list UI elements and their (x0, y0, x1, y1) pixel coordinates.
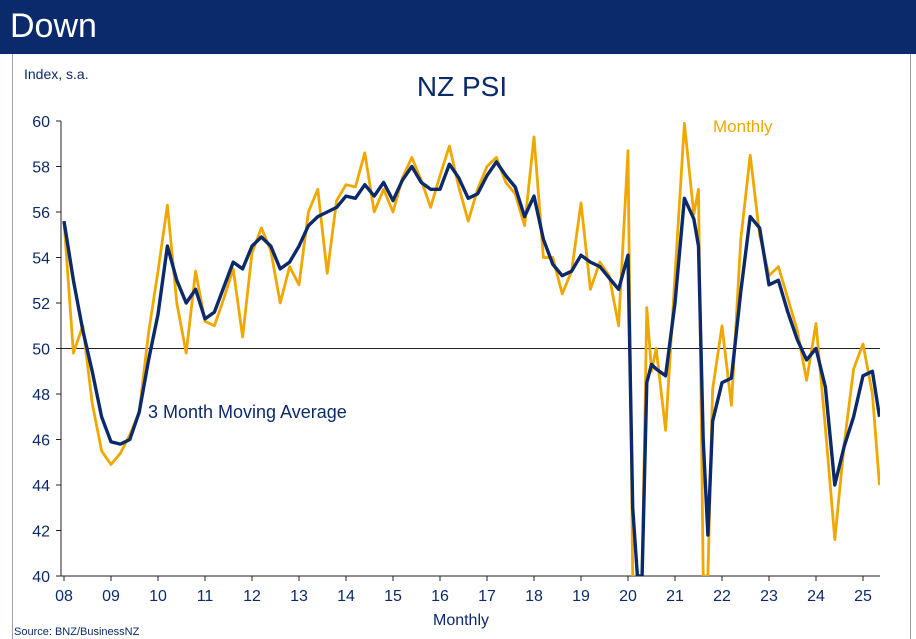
x-tick-label: 08 (55, 588, 73, 605)
x-tick-label: 09 (102, 588, 120, 605)
y-tick-label: 52 (32, 296, 50, 313)
y-tick-label: 54 (32, 251, 50, 268)
y-axis-label: Index, s.a. (24, 66, 89, 82)
x-tick-label: 13 (290, 588, 308, 605)
header-banner: Down (0, 0, 916, 54)
chart-title: NZ PSI (417, 71, 507, 102)
y-tick-label: 48 (32, 387, 50, 404)
source-note: Source: BNZ/BusinessNZ (14, 626, 140, 638)
y-tick-label: 44 (32, 478, 50, 495)
moving-average-series-label: 3 Month Moving Average (148, 402, 347, 422)
x-axis-label: Monthly (433, 612, 489, 629)
y-tick-label: 60 (32, 114, 50, 131)
header-title: Down (10, 7, 97, 45)
chart-frame (12, 54, 911, 639)
x-tick-label: 25 (854, 588, 872, 605)
y-tick-label: 46 (32, 433, 50, 450)
x-tick-label: 19 (572, 588, 590, 605)
x-tick-label: 23 (760, 588, 778, 605)
y-tick-label: 56 (32, 205, 50, 222)
y-tick-label: 42 (32, 524, 50, 541)
x-tick-label: 10 (149, 588, 167, 605)
y-tick-label: 58 (32, 160, 50, 177)
moving-average-series-line (62, 160, 880, 576)
x-tick-label: 12 (243, 588, 261, 605)
x-tick-label: 11 (197, 588, 214, 605)
x-tick-label: 22 (713, 588, 731, 605)
x-tick-label: 17 (478, 588, 496, 605)
monthly-series-label: Monthly (713, 117, 773, 136)
x-tick-label: 20 (619, 588, 637, 605)
x-tick-label: 24 (807, 588, 825, 605)
y-tick-label: 50 (32, 342, 50, 359)
y-tick-label: 40 (32, 569, 50, 586)
x-tick-label: 21 (666, 588, 684, 605)
x-tick-label: 15 (384, 588, 402, 605)
x-tick-label: 16 (431, 588, 449, 605)
x-tick-label: 14 (337, 588, 355, 605)
x-tick-label: 18 (525, 588, 543, 605)
monthly-series-line (62, 121, 880, 576)
